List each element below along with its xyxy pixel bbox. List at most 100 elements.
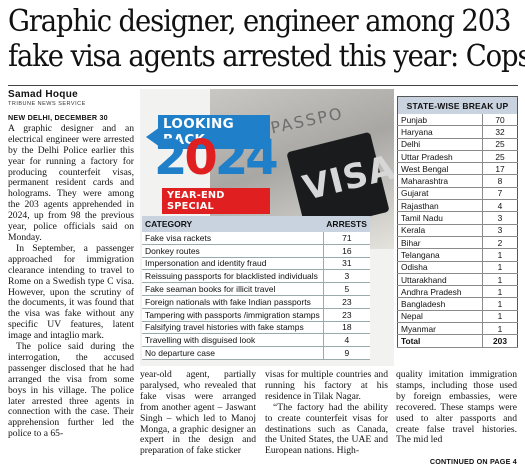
arrests-header: ARRESTS	[323, 216, 370, 232]
state-cell: Myanmar	[397, 322, 483, 336]
table-row: Nepal 1	[397, 310, 518, 324]
dateline: NEW DELHI, DECEMBER 30	[8, 113, 108, 122]
count-cell: 2	[482, 236, 518, 250]
table-row: Impersonation and identity fraud 31	[142, 257, 370, 271]
count-cell: 4	[482, 199, 518, 213]
count-cell: 1	[482, 310, 518, 324]
total-label: Total	[397, 334, 483, 348]
year-logo: 2024	[154, 130, 279, 186]
table-row: Bangladesh 1	[397, 297, 518, 311]
count-cell: 17	[482, 162, 518, 176]
headline: Graphic designer, engineer among 203 fak…	[8, 4, 525, 74]
year-digit: 4	[245, 130, 278, 186]
category-cell: Fake visa rackets	[142, 232, 324, 245]
table-row: Fake seaman books for illicit travel 5	[142, 282, 370, 296]
table-row: Andhra Pradesh 1	[397, 285, 518, 299]
count-cell: 25	[482, 138, 518, 151]
visa-stamp-text: VISA	[298, 147, 394, 209]
state-table-header: STATE-WISE BREAK UP	[397, 96, 518, 114]
count-cell: 3	[482, 211, 518, 225]
count-cell: 25	[482, 150, 518, 164]
count-cell: 70	[482, 114, 518, 127]
state-cell: Uttar Pradesh	[397, 150, 483, 164]
category-header: CATEGORY	[142, 216, 324, 232]
byline-author: Samad Hoque	[8, 89, 78, 100]
total-row: Total 203	[397, 334, 518, 348]
arrests-cell: 3	[322, 269, 370, 284]
arrests-cell: 18	[322, 321, 370, 335]
article-column-3: visas for multiple countries and running…	[265, 369, 388, 457]
table-row: West Bengal 17	[397, 162, 518, 176]
category-cell: Tampering with passports /immigration st…	[142, 308, 324, 322]
article-column-4: quality imitation immigration stamps, in…	[396, 369, 517, 446]
table-row: Gujarat 7	[397, 187, 518, 201]
category-table: CATEGORY ARRESTS Fake visa rackets 71 Don…	[142, 216, 370, 360]
category-cell: Fake seaman books for illicit travel	[142, 282, 324, 296]
state-cell: Odisha	[397, 261, 483, 274]
table-row: Myanmar 1	[397, 322, 518, 336]
state-cell: West Bengal	[397, 162, 483, 176]
article-paragraph: visas for multiple countries and running…	[265, 369, 388, 402]
category-cell: Falsifying travel histories with fake st…	[142, 321, 324, 335]
article-paragraph: “The factory had the ability to create c…	[265, 401, 388, 457]
headline-line-2: fake visa agents arrested this year: Cop…	[8, 39, 525, 73]
table-row: Travelling with disguised look 4	[142, 333, 370, 348]
table-row: Donkey routes 16	[142, 244, 370, 258]
year-digit: 0	[184, 130, 217, 186]
table-row: Foreign nationals with fake Indian passp…	[142, 295, 370, 309]
article-paragraph: The police said during the interrogation…	[8, 341, 134, 440]
table-row: Uttarakhand 1	[397, 273, 518, 287]
table-row: Punjab 70	[397, 114, 518, 127]
state-wise-table: STATE-WISE BREAK UP Punjab 70 Haryana 32 D…	[397, 96, 518, 348]
year-digit: 2	[214, 130, 248, 186]
arrests-cell: 31	[322, 257, 370, 271]
article-paragraph: In September, a passenger approached for…	[8, 242, 134, 342]
byline-service: TRIBUNE NEWS SERVICE	[8, 101, 86, 107]
count-cell: 1	[482, 248, 518, 262]
arrests-cell: 9	[322, 346, 370, 360]
count-cell: 1	[482, 322, 518, 336]
article-column-1: NEW DELHI, DECEMBER 30 A graphic designe…	[8, 113, 134, 440]
article-paragraph: quality imitation immigration stamps, in…	[396, 369, 517, 446]
category-table-header: CATEGORY ARRESTS	[142, 216, 370, 232]
count-cell: 1	[482, 285, 518, 299]
year-digit: 2	[154, 130, 187, 186]
table-row: Uttar Pradesh 25	[397, 150, 518, 164]
table-row: Falsifying travel histories with fake st…	[142, 321, 370, 335]
arrests-cell: 4	[322, 333, 370, 348]
state-cell: Haryana	[397, 125, 483, 139]
count-cell: 3	[482, 224, 518, 237]
arrests-cell: 23	[322, 295, 370, 309]
table-row: No departure case 9	[142, 346, 370, 360]
looking-back-logo: LOOKING BACK 2024 YEAR-END SPECIAL	[146, 97, 279, 214]
category-cell: Foreign nationals with fake Indian passp…	[142, 295, 324, 309]
count-cell: 7	[482, 187, 518, 201]
table-row: Rajasthan 4	[397, 199, 518, 213]
category-cell: Donkey routes	[142, 244, 324, 258]
count-cell: 1	[482, 261, 518, 274]
article-column-2: year-old agent, partially paralysed, who…	[140, 369, 256, 457]
count-cell: 1	[482, 273, 518, 287]
state-cell: Uttarakhand	[397, 273, 483, 287]
category-cell: No departure case	[142, 346, 324, 360]
arrests-cell: 5	[322, 282, 370, 296]
table-row: Kerala 3	[397, 224, 518, 237]
table-row: Fake visa rackets 71	[142, 232, 370, 245]
state-cell: Nepal	[397, 310, 483, 324]
article-paragraph: year-old agent, partially paralysed, who…	[140, 369, 256, 457]
table-row: Tamil Nadu 3	[397, 211, 518, 225]
year-end-special-label: YEAR-END SPECIAL	[162, 188, 270, 214]
table-row: Bihar 2	[397, 236, 518, 250]
count-cell: 32	[482, 125, 518, 139]
table-row: Tampering with passports /immigration st…	[142, 308, 370, 322]
arrests-cell: 71	[322, 232, 370, 245]
total-value: 203	[482, 334, 518, 348]
state-cell: Kerala	[397, 224, 483, 237]
headline-line-1: Graphic designer, engineer among 203	[8, 4, 512, 38]
category-cell: Impersonation and identity fraud	[142, 257, 324, 271]
table-row: Telangana 1	[397, 248, 518, 262]
category-cell: Travelling with disguised look	[142, 333, 324, 348]
state-cell: Gujarat	[397, 187, 483, 201]
arrow-left-icon	[146, 127, 160, 147]
state-cell: Telangana	[397, 248, 483, 262]
